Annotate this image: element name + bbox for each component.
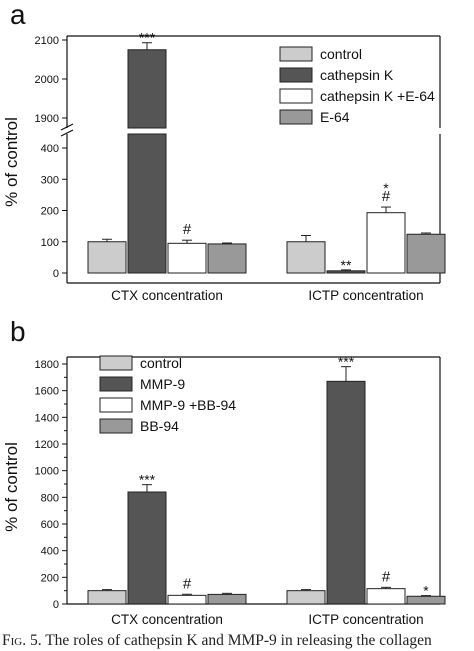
axis-break-gap-a [61, 128, 446, 134]
axis-break-mark-top-a [60, 123, 74, 131]
significance-mark-b-1-1-0: *** [338, 354, 355, 370]
figure-caption: Fig. 5. The roles of cathepsin K and MMP… [2, 632, 474, 650]
category-label-b-1: ICTP concentration [308, 612, 423, 627]
bar-a-0-1 [286, 241, 326, 274]
y-tick-label-b-600: 600 [41, 519, 59, 531]
legend-label-b-3: BB-94 [140, 418, 179, 434]
y-tick-label-b-400: 400 [41, 546, 59, 558]
legend-label-a-1: cathepsin K [320, 67, 394, 83]
significance-mark-b-2-0-0: # [183, 575, 192, 592]
y-tick-label-a-1900: 1900 [35, 113, 59, 125]
y-tick-label-a-2000: 2000 [35, 74, 59, 86]
panel-label-b: b [10, 316, 26, 347]
significance-mark-a-2-1-0: * [383, 180, 389, 196]
bar-b-2-0 [167, 594, 207, 605]
significance-mark-a-2-1-1: # [382, 188, 391, 205]
legend-swatch-b-0 [99, 355, 133, 371]
y-axis-label-a: % of control [2, 117, 21, 207]
legend-label-b-0: control [140, 355, 182, 371]
legend-swatch-a-3 [279, 109, 313, 125]
bar-b-1-0 [127, 491, 167, 605]
legend-label-a-3: E-64 [320, 109, 350, 125]
legend-swatch-a-1 [279, 67, 313, 83]
significance-mark-a-2-0-0: # [183, 221, 192, 238]
significance-mark-b-1-0-0: *** [139, 472, 156, 488]
y-tick-label-a-300: 300 [41, 174, 59, 186]
panel-label-a: a [10, 0, 26, 30]
y-tick-label-b-1200: 1200 [35, 439, 59, 451]
y-tick-label-b-1000: 1000 [35, 466, 59, 478]
bar-a-1-0-lower [127, 133, 167, 274]
legend-swatch-b-1 [99, 376, 133, 392]
y-tick-label-b-0: 0 [53, 599, 59, 611]
y-tick-label-a-2100: 2100 [35, 35, 59, 47]
legend-label-b-2: MMP-9 +BB-94 [140, 397, 236, 413]
significance-mark-a-1-0-0: *** [139, 30, 156, 46]
y-tick-label-a-0: 0 [53, 268, 59, 280]
category-label-a-0: CTX concentration [111, 288, 223, 303]
legend-swatch-a-2 [279, 88, 313, 104]
significance-mark-b-3-1-0: * [423, 583, 429, 599]
y-tick-label-b-200: 200 [41, 572, 59, 584]
significance-mark-a-1-1-0: ** [341, 257, 352, 273]
legend-swatch-b-2 [99, 397, 133, 413]
y-tick-label-b-800: 800 [41, 492, 59, 504]
legend-swatch-b-3 [99, 418, 133, 434]
category-label-a-1: ICTP concentration [308, 288, 423, 303]
legend-label-b-1: MMP-9 [140, 376, 185, 392]
bar-b-2-1 [366, 588, 406, 605]
y-tick-label-b-1800: 1800 [35, 359, 59, 371]
bar-b-0-0 [87, 590, 127, 605]
bar-a-2-1 [366, 212, 406, 274]
y-tick-label-b-1400: 1400 [35, 412, 59, 424]
significance-mark-b-2-1-0: # [382, 568, 391, 585]
y-tick-label-a-100: 100 [41, 237, 59, 249]
category-label-b-0: CTX concentration [111, 612, 223, 627]
y-tick-label-b-1600: 1600 [35, 386, 59, 398]
legend-label-a-2: cathepsin K +E-64 [320, 88, 435, 104]
y-axis-label-b: % of control [2, 442, 21, 532]
bar-a-0-0 [87, 241, 127, 274]
bar-b-0-1 [286, 590, 326, 605]
bar-b-3-0 [207, 593, 247, 605]
legend-swatch-a-0 [279, 46, 313, 62]
bar-a-2-0 [167, 242, 207, 274]
bar-a-3-0 [207, 243, 247, 274]
caption-figure-label: Fig. 5. [2, 632, 42, 649]
bar-a-1-0-upper [127, 49, 167, 129]
axis-break-mark-bottom-a [60, 129, 74, 137]
bar-a-3-1 [406, 233, 446, 274]
y-tick-label-a-200: 200 [41, 206, 59, 218]
bar-b-1-1 [326, 380, 366, 605]
y-tick-label-a-400: 400 [41, 143, 59, 155]
caption-text: The roles of cathepsin K and MMP-9 in re… [45, 632, 432, 649]
legend-label-a-0: control [320, 46, 362, 62]
